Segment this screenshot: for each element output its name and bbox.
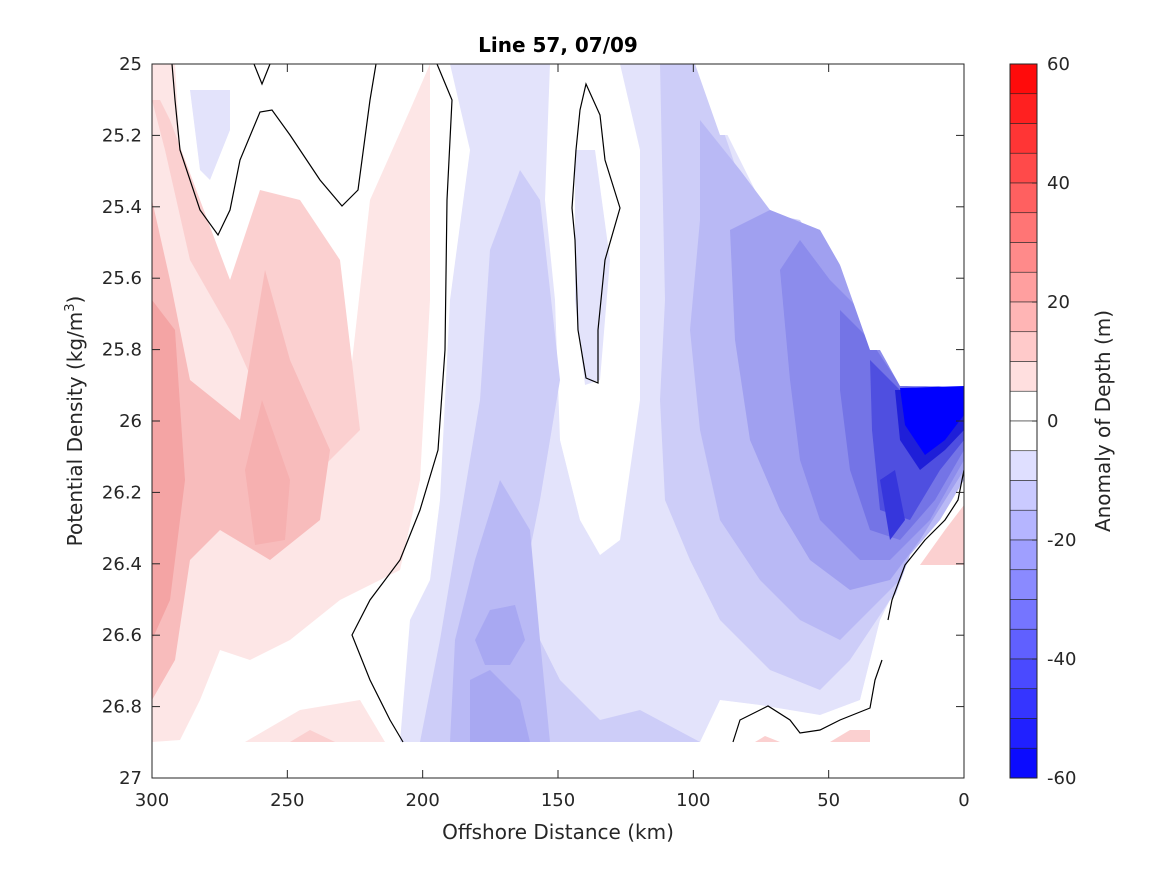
zero-contour-5	[732, 659, 883, 743]
y-tick-label: 26.6	[102, 625, 142, 646]
colorbar-tick-label: -40	[1047, 649, 1076, 670]
y-axis-label: Potential Density (kg/m3)	[63, 296, 87, 547]
y-tick-label: 25.4	[102, 197, 142, 218]
contour-band-pos-right3	[755, 736, 780, 742]
colorbar-segment	[1009, 63, 1038, 95]
zero-contour-4	[571, 82, 621, 384]
colorbar-segment	[1009, 658, 1038, 690]
contour-band-neg-5c	[190, 90, 230, 180]
colorbar-tick-label: 0	[1047, 411, 1058, 432]
x-tick-label: 300	[135, 790, 169, 811]
x-tick-label: 0	[958, 790, 969, 811]
contour-band-pos-bottom2	[290, 730, 335, 742]
contour-band-pos-right2	[830, 730, 870, 742]
mask-top-right	[695, 64, 964, 386]
contour-band-pos-15	[152, 200, 330, 700]
x-tick-label: 250	[270, 790, 304, 811]
zero-contour-6	[887, 469, 964, 621]
zero-contour-1	[171, 64, 377, 237]
x-tick-label: 150	[541, 790, 575, 811]
colorbar-tick-label: -20	[1047, 530, 1076, 551]
y-tick-label: 25.8	[102, 340, 142, 361]
y-tick-label: 25	[119, 54, 142, 75]
colorbar-segment	[1009, 628, 1038, 660]
colorbar-segment	[1009, 599, 1038, 630]
contour-band-neg-20b	[475, 605, 525, 665]
contour-band-pos-bottom	[245, 700, 385, 742]
colorbar-tick-label: 40	[1047, 173, 1070, 194]
y-tick-label: 26.8	[102, 697, 142, 718]
x-tick-label: 50	[817, 790, 840, 811]
y-tick-label: 26	[119, 411, 142, 432]
x-tick-label: 100	[676, 790, 710, 811]
contour-band-neg-45	[880, 470, 905, 540]
contour-field	[152, 64, 964, 778]
contour-band-pos-right	[920, 505, 964, 565]
colorbar-segment	[1009, 152, 1038, 184]
colorbar-segment	[1009, 450, 1038, 481]
colorbar-segment	[1009, 747, 1038, 779]
colorbar-segment	[1009, 718, 1038, 749]
colorbar-segment	[1009, 182, 1038, 214]
colorbar-segment	[1009, 271, 1038, 303]
colorbar-segment	[1009, 361, 1038, 392]
colorbar-segment	[1009, 480, 1038, 511]
contour-band-neg-60	[900, 386, 964, 455]
colorbar-segment	[1009, 331, 1038, 362]
colorbar-segment	[1009, 509, 1038, 541]
y-tick-label: 26.4	[102, 554, 142, 575]
y-tick-label: 27	[119, 768, 142, 789]
colorbar-segment	[1009, 93, 1038, 124]
colorbar-tick-label: -60	[1047, 768, 1076, 789]
zero-contour-lines	[171, 64, 964, 743]
contour-band-neg-5b	[575, 150, 610, 385]
colorbar-segment	[1009, 688, 1038, 719]
colorbar: 60 40 20 0 -20 -40 -60	[1009, 54, 1076, 789]
contour-band-pos-20	[152, 300, 185, 640]
y-tick-label: 25.2	[102, 125, 142, 146]
chart-title: Line 57, 07/09	[478, 33, 638, 57]
x-tick-label: 200	[405, 790, 439, 811]
x-axis-label: Offshore Distance (km)	[442, 820, 674, 844]
y-tick-label: 26.2	[102, 482, 142, 503]
colorbar-segment	[1009, 301, 1038, 333]
y-tick-label: 25.6	[102, 268, 142, 289]
contour-band-neg-20	[470, 670, 530, 742]
contour-band-pos-10	[152, 100, 360, 470]
colorbar-segment	[1009, 212, 1038, 243]
zero-contour-2	[253, 64, 271, 86]
x-axis-ticks: 300 250 200 150 100 50 0	[135, 64, 970, 811]
colorbar-segment	[1009, 420, 1038, 452]
colorbar-segment	[1009, 569, 1038, 600]
colorbar-tick-label: 60	[1047, 54, 1070, 75]
y-axis-ticks: 25 25.2 25.4 25.6 25.8 26 26.2 26.4 26.6 26.8 27	[102, 54, 964, 789]
colorbar-tick-label: 20	[1047, 292, 1070, 313]
colorbar-segment	[1009, 390, 1038, 422]
contour-band-pos-20b	[245, 400, 290, 545]
colorbar-segment	[1009, 123, 1038, 154]
zero-contour-3	[351, 64, 453, 743]
colorbar-segment	[1009, 242, 1038, 273]
colorbar-segment	[1009, 539, 1038, 571]
colorbar-label: Anomaly of Depth (m)	[1091, 310, 1115, 532]
